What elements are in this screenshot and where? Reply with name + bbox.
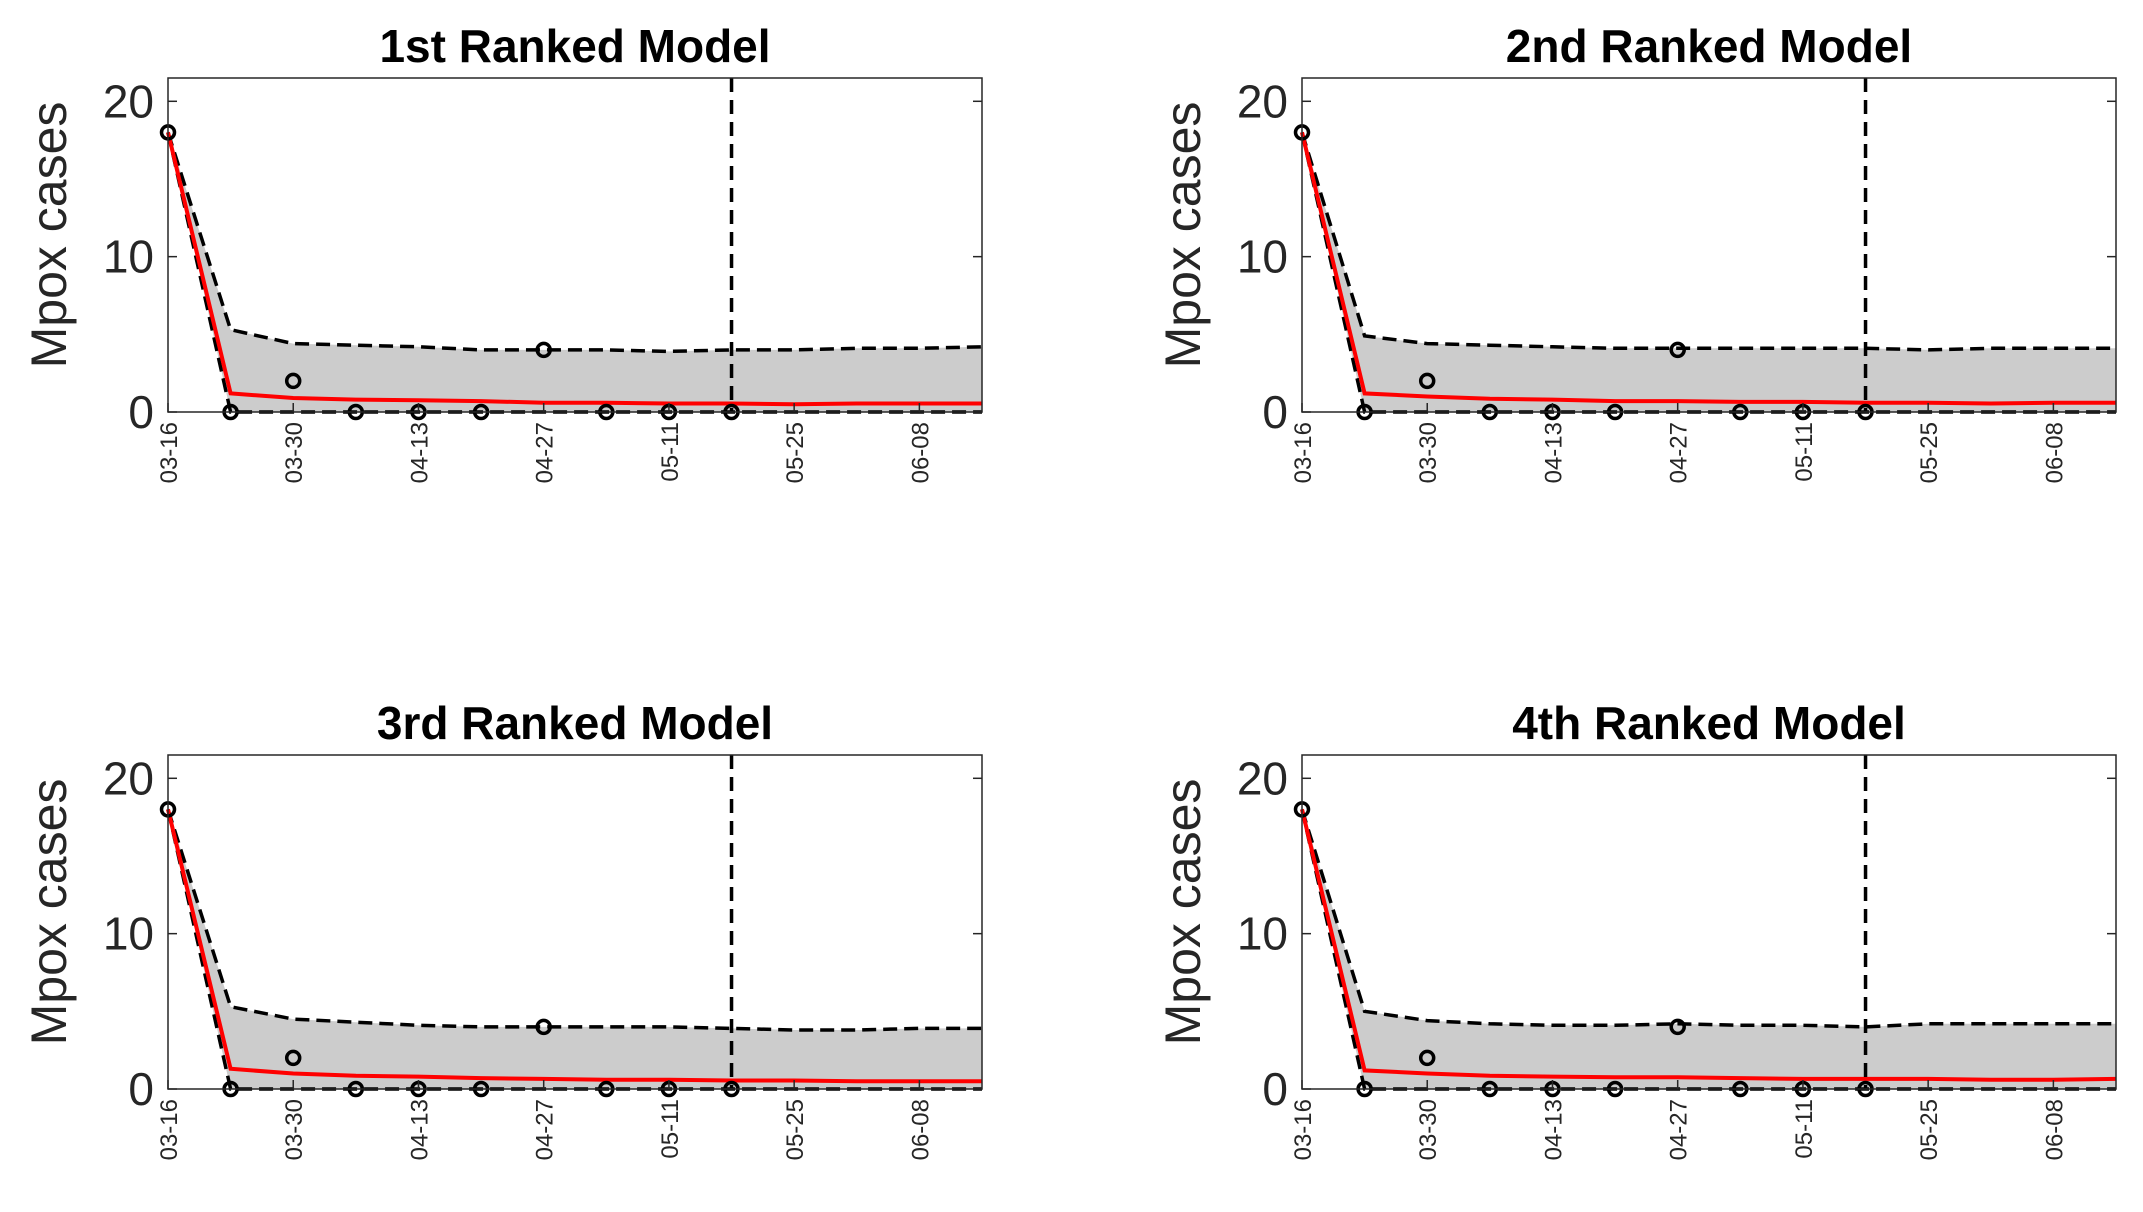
y-axis-label: Mpox cases (1155, 102, 1211, 369)
observed-point (535, 1018, 552, 1036)
x-tick-label: 04-27 (1666, 422, 1693, 483)
x-tick-label: 06-08 (2041, 422, 2068, 483)
x-tick-label: 03-16 (1290, 422, 1317, 483)
x-tick-label: 04-13 (1540, 1099, 1567, 1160)
upper-bound-line (166, 808, 982, 1032)
interval-band (1302, 809, 2116, 1089)
observed-point (535, 341, 552, 359)
interval-band (168, 809, 982, 1089)
x-tick-label: 05-25 (782, 1099, 809, 1160)
y-tick-label: 10 (1237, 908, 1288, 960)
upper-bound-line (1300, 808, 2116, 1029)
chart-panel-2: 0 10 20 03-16 03-30 04-13 04-27 05-11 05-25 06-08… (1155, 20, 2117, 483)
observed-point (1669, 341, 1686, 359)
interval-band (1302, 132, 2116, 412)
chart-title: 3rd Ranked Model (377, 697, 773, 749)
x-tick-label: 03-30 (281, 1099, 308, 1160)
x-tick-label: 03-16 (156, 422, 183, 483)
x-tick-label: 05-25 (782, 422, 809, 483)
observed-point (1669, 1018, 1686, 1036)
chart-panel-4: 0 10 20 03-16 03-30 04-13 04-27 05-11 05-25 06-08… (1155, 697, 2117, 1160)
observed-point (284, 372, 302, 390)
mean-fit-line (1300, 808, 2117, 1082)
mean-fit-line (166, 808, 982, 1084)
y-axis-label: Mpox cases (1155, 779, 1211, 1046)
axes-box (1301, 77, 2117, 413)
x-tick-label: 03-16 (156, 1099, 183, 1160)
y-tick-label: 10 (1237, 231, 1288, 283)
y-tick-label: 20 (1237, 752, 1288, 804)
axes-box (167, 754, 983, 1090)
chart-panel-3: 0 10 20 03-16 03-30 04-13 04-27 05-11 05-25 06-08… (21, 697, 983, 1160)
x-tick-label: 05-11 (657, 1099, 684, 1159)
chart-title: 4th Ranked Model (1512, 697, 1906, 749)
observed-point (1418, 372, 1436, 390)
x-tick-label: 04-27 (532, 1099, 559, 1160)
x-tick-label: 04-13 (1540, 422, 1567, 483)
x-tick-label: 03-16 (1290, 1099, 1317, 1160)
y-tick-label: 0 (1262, 386, 1288, 438)
mean-fit-line (1300, 131, 2116, 406)
y-tick-label: 10 (103, 231, 154, 283)
y-tick-label: 20 (1237, 75, 1288, 127)
x-tick-label: 04-27 (532, 422, 559, 483)
y-tick-label: 0 (128, 386, 154, 438)
x-tick-label: 03-30 (1415, 1099, 1442, 1160)
chart-title: 2nd Ranked Model (1506, 20, 1912, 72)
x-tick-label: 05-25 (1916, 422, 1943, 483)
x-tick-label: 04-27 (1666, 1099, 1693, 1160)
x-tick-label: 05-11 (1791, 422, 1818, 482)
y-tick-label: 0 (128, 1063, 154, 1115)
x-tick-label: 03-30 (1415, 422, 1442, 483)
observed-point (284, 1049, 302, 1067)
y-tick-label: 0 (1262, 1063, 1288, 1115)
y-tick-label: 20 (103, 75, 154, 127)
x-tick-label: 06-08 (907, 1099, 934, 1160)
chart-panel-1: 0 10 20 03-16 03-30 04-13 04-27 05-11 05-25 06-08… (21, 20, 983, 483)
x-tick-label: 05-25 (1916, 1099, 1943, 1160)
x-tick-label: 04-13 (406, 1099, 433, 1160)
y-tick-label: 10 (103, 908, 154, 960)
x-tick-label: 06-08 (907, 422, 934, 483)
x-tick-label: 05-11 (657, 422, 684, 482)
y-axis-label: Mpox cases (21, 779, 77, 1046)
upper-bound-line (166, 131, 983, 354)
axes-box (167, 77, 983, 413)
interval-band (168, 132, 982, 412)
y-axis-label: Mpox cases (21, 102, 77, 369)
y-tick-label: 20 (103, 752, 154, 804)
chart-title: 1st Ranked Model (379, 20, 770, 72)
mean-fit-line (166, 131, 982, 407)
x-tick-label: 04-13 (406, 422, 433, 483)
x-tick-label: 05-11 (1791, 1099, 1818, 1159)
observed-point (1418, 1049, 1436, 1067)
x-tick-label: 03-30 (281, 422, 308, 483)
x-tick-label: 06-08 (2041, 1099, 2068, 1160)
axes-box (1301, 754, 2117, 1090)
upper-bound-line (1300, 131, 2116, 352)
